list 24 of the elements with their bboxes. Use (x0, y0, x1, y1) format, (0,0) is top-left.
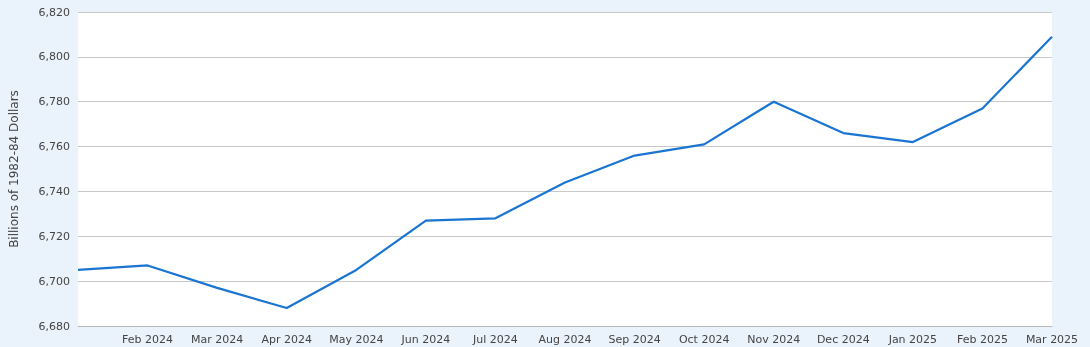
x-tick-label: Apr 2024 (261, 333, 312, 346)
y-tick-label: 6,820 (38, 5, 70, 19)
x-tick-label: Mar 2025 (1025, 333, 1079, 346)
y-tick-label: 6,780 (38, 95, 70, 109)
x-tick-label: Oct 2024 (678, 333, 730, 346)
y-axis-title: Billions of 1982-84 Dollars (7, 90, 21, 248)
x-tick-label: Jul 2024 (472, 333, 518, 346)
x-tick-label: Feb 2024 (122, 333, 174, 346)
y-tick-label: 6,720 (38, 229, 70, 243)
y-tick-label: 6,740 (38, 184, 70, 198)
x-tick-label: May 2024 (329, 333, 384, 346)
y-tick-label: 6,760 (38, 140, 70, 154)
x-tick-label: Aug 2024 (538, 333, 592, 346)
x-tick-label: Dec 2024 (816, 333, 870, 346)
x-tick-label: Sep 2024 (608, 333, 661, 346)
y-tick-label: 6,680 (38, 319, 70, 333)
y-tick-label: 6,800 (38, 50, 70, 64)
x-tick-label: Jan 2025 (887, 333, 938, 346)
x-tick-label: Mar 2024 (191, 333, 244, 346)
y-tick-label: 6,700 (38, 274, 70, 288)
x-tick-label: Feb 2025 (956, 333, 1008, 346)
line-series (76, 35, 1054, 310)
x-tick-label: Jun 2024 (400, 333, 451, 346)
x-tick-label: Nov 2024 (747, 333, 801, 346)
